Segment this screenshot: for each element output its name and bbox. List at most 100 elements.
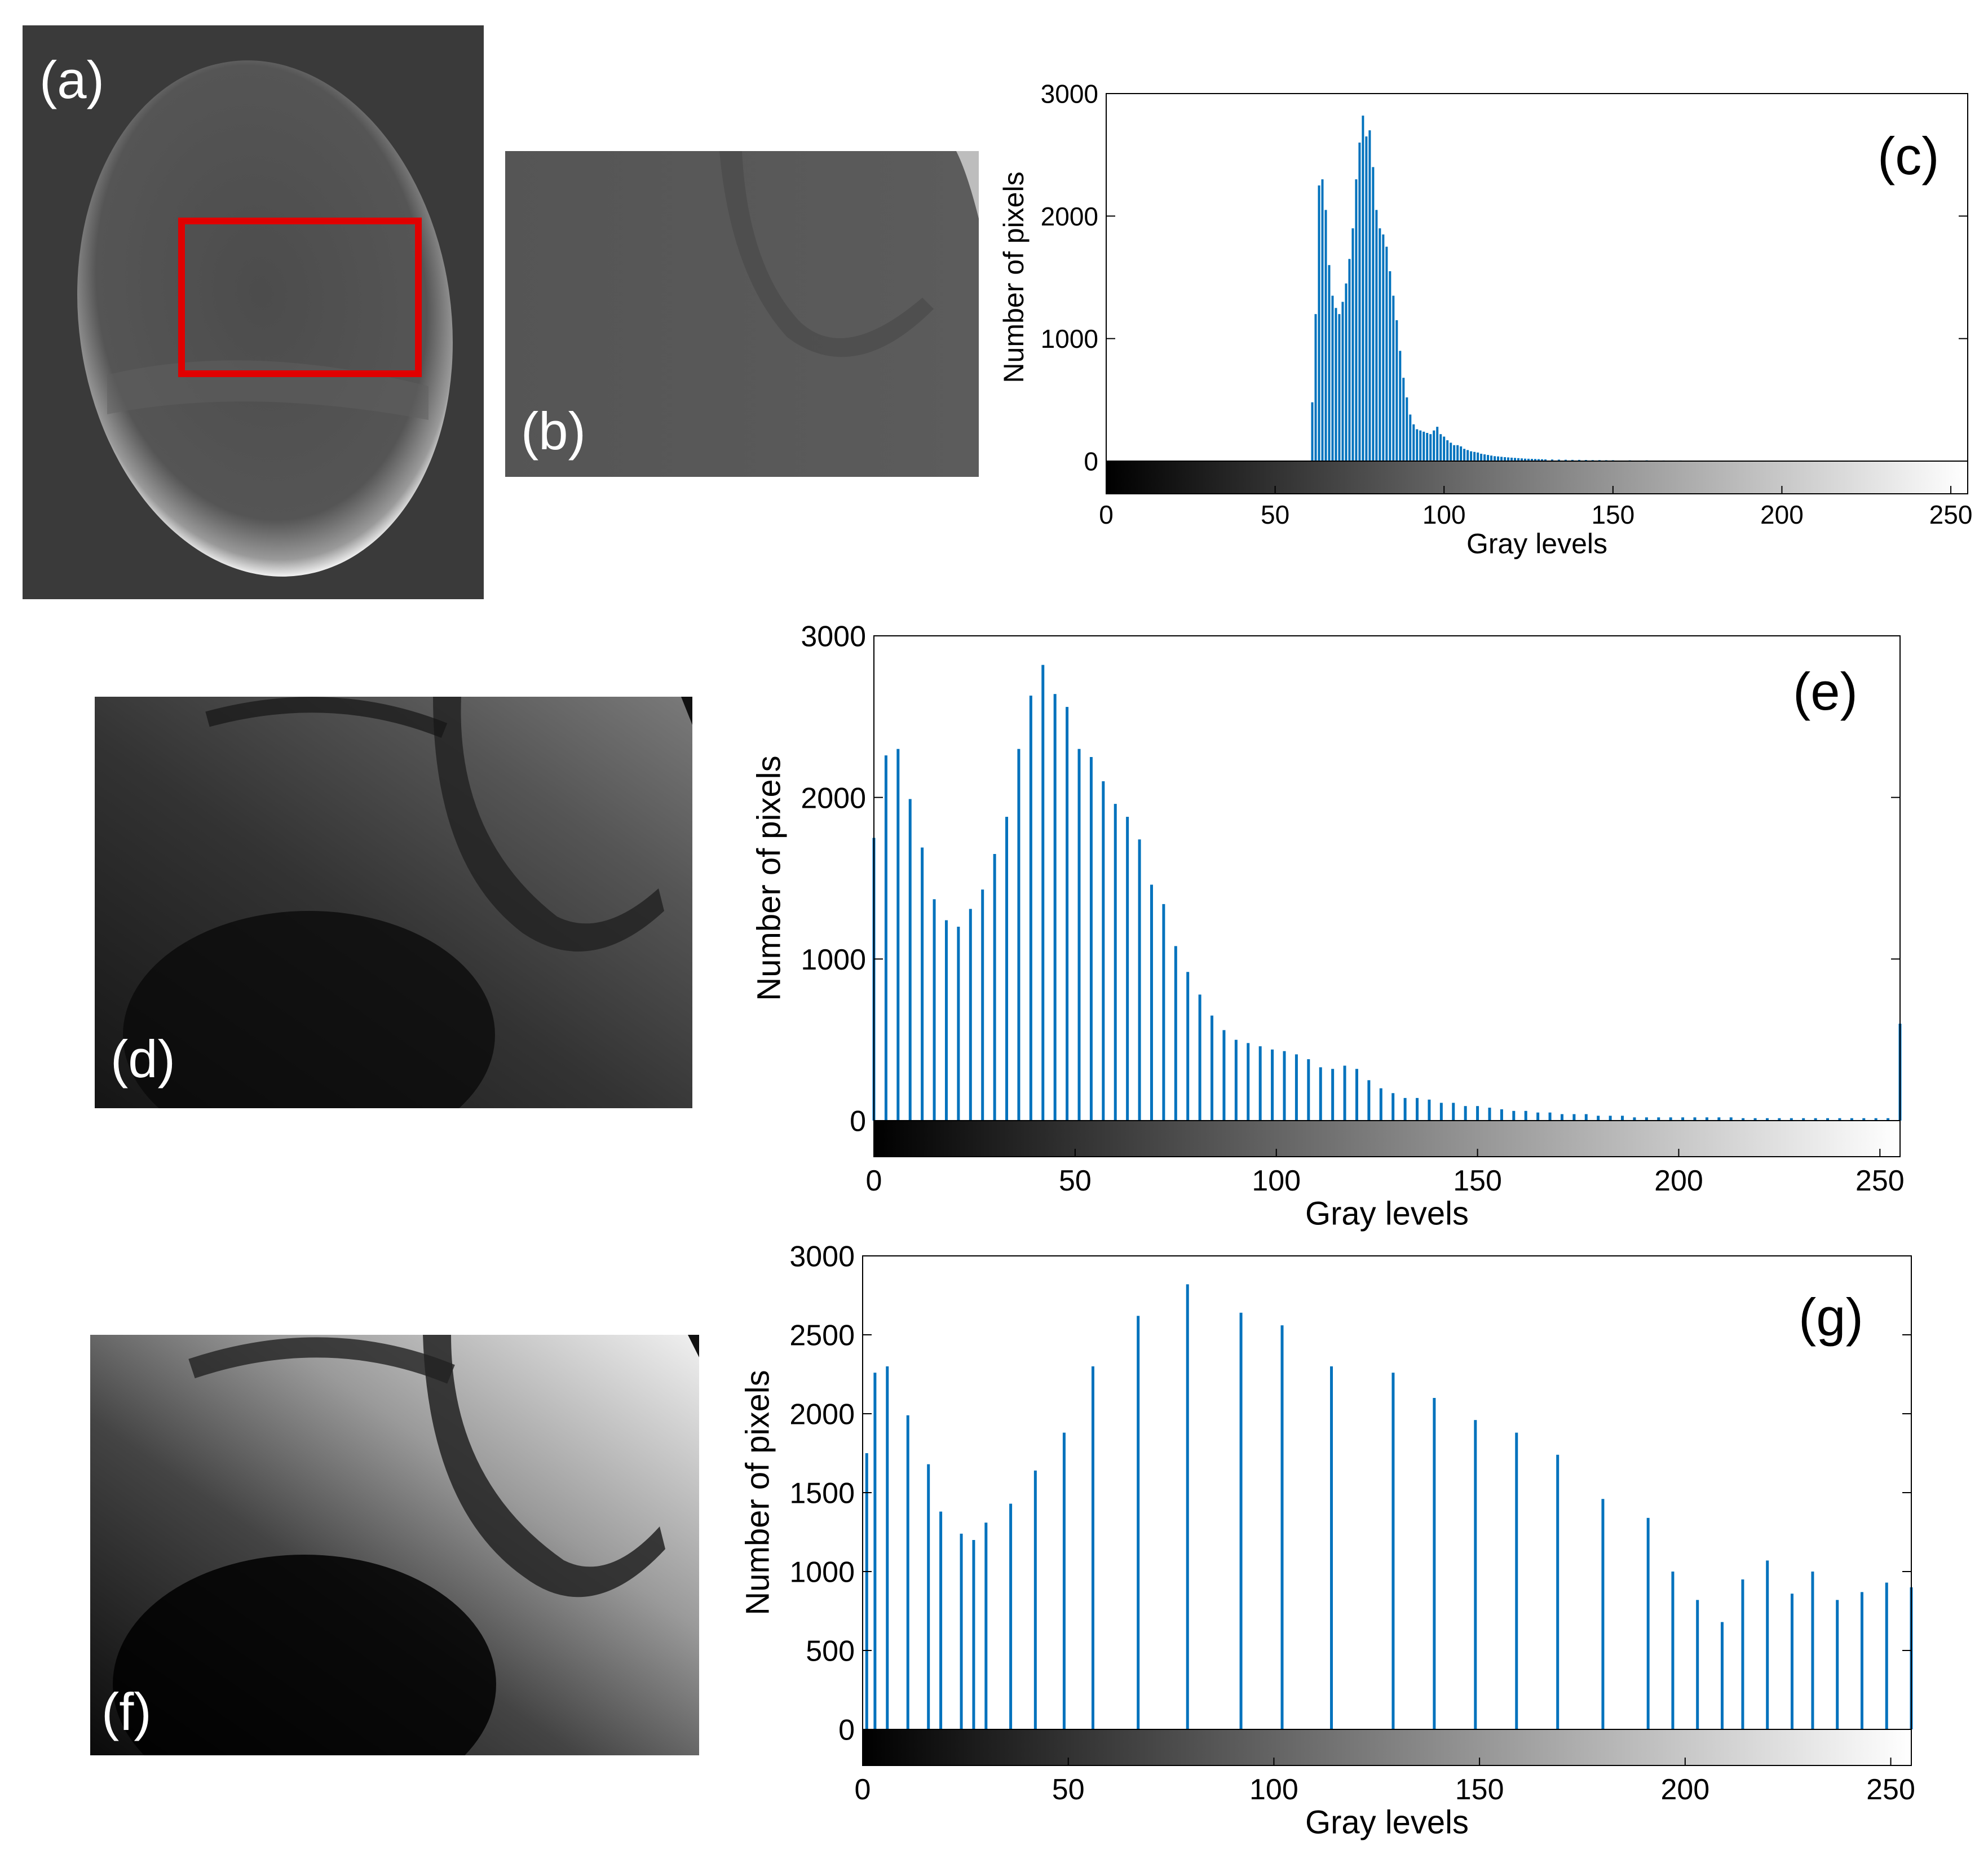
histogram-bar	[908, 799, 912, 1121]
histogram-bar	[1222, 1030, 1226, 1121]
histogram-bar	[1335, 308, 1337, 461]
gray-colorbar	[863, 1729, 1911, 1765]
histogram-bar	[1005, 817, 1009, 1121]
histogram-bar	[1428, 1099, 1431, 1121]
histogram-bar	[1358, 142, 1361, 461]
histogram-bar	[933, 899, 936, 1121]
histogram-bar	[1802, 1118, 1805, 1121]
histogram-bar	[1439, 1103, 1443, 1121]
histogram-bar	[1669, 1117, 1672, 1121]
histogram-bar	[1536, 1112, 1540, 1121]
histogram-bar	[1571, 459, 1574, 461]
histogram-bar	[1540, 459, 1543, 461]
histogram-bar	[1066, 707, 1069, 1121]
histogram-bar	[1534, 459, 1537, 461]
y-tick-label: 2000	[789, 1399, 855, 1431]
x-tick-label: 50	[1052, 1773, 1085, 1806]
y-tick-label: 2000	[1041, 202, 1098, 231]
histogram-bar	[1537, 459, 1540, 461]
y-tick-label: 1000	[801, 944, 866, 976]
histogram-bar	[1671, 1572, 1675, 1729]
histogram-bar	[1811, 1572, 1814, 1729]
histogram-bar	[1351, 228, 1354, 461]
histogram-bar	[1720, 1622, 1724, 1729]
gray-colorbar	[874, 1121, 1900, 1157]
histogram-chart-e: 0 1000 2000 3000 0 50 100 150 200 250 Gray levels N…	[751, 621, 1905, 1232]
histogram-bar	[1436, 427, 1439, 461]
x-tick-label: 150	[1453, 1165, 1502, 1197]
histogram-bar	[1174, 946, 1177, 1121]
x-tick-label: 100	[1252, 1165, 1301, 1197]
histogram-bar	[1017, 749, 1020, 1121]
histogram-bar	[960, 1533, 963, 1729]
histogram-bar	[1500, 1109, 1503, 1121]
histogram-bar	[1874, 1118, 1877, 1121]
histogram-bar	[1331, 295, 1334, 461]
y-tick-label: 1000	[1041, 324, 1098, 353]
histogram-bar	[1324, 210, 1327, 461]
histogram-bar	[1391, 1373, 1395, 1729]
histogram-bar	[1318, 185, 1320, 461]
x-tick-label: 100	[1249, 1773, 1298, 1806]
histogram-bar	[873, 1373, 877, 1729]
histogram-bar	[1452, 1103, 1455, 1121]
x-tick-label: 100	[1422, 500, 1466, 529]
histogram-bar	[1368, 130, 1371, 461]
panel-label-e: (e)	[1793, 662, 1858, 721]
histogram-bar	[1504, 457, 1507, 461]
histogram-bar	[969, 909, 972, 1121]
histogram-bar	[1391, 1093, 1395, 1121]
y-tick-label: 0	[850, 1105, 866, 1138]
histogram-bar	[1062, 1432, 1066, 1729]
histogram-bar	[1041, 665, 1045, 1121]
histogram-bar	[1814, 1118, 1817, 1121]
histogram-bar	[1564, 459, 1567, 461]
histogram-bar	[1162, 904, 1165, 1121]
histogram-bar	[1477, 452, 1479, 461]
histogram-bar	[1426, 433, 1429, 461]
histogram-bar	[921, 847, 924, 1121]
histogram-bar	[865, 1453, 868, 1729]
histogram-bar	[1412, 424, 1415, 461]
histogram-bar	[1367, 1080, 1371, 1121]
histogram-bar	[1456, 445, 1459, 461]
y-tick-label: 1000	[789, 1556, 855, 1589]
histogram-bar	[1862, 1118, 1866, 1121]
histogram-bar	[1778, 1118, 1781, 1121]
histogram-bar	[1681, 1117, 1685, 1121]
x-tick-label: 250	[1929, 500, 1973, 529]
histogram-bar	[1138, 839, 1141, 1121]
histogram-bar	[1510, 457, 1513, 461]
histogram-bar	[1483, 454, 1486, 461]
histogram-bar	[1402, 378, 1405, 461]
histogram-bar	[1271, 1049, 1274, 1121]
histogram-bar	[1343, 1065, 1346, 1121]
histogram-bar	[1476, 1106, 1479, 1121]
histogram-bar	[1389, 271, 1391, 461]
histogram-bar	[1657, 1117, 1660, 1121]
panel-b-image	[505, 151, 979, 477]
histogram-bar	[1473, 452, 1476, 461]
histogram-bar	[1790, 1594, 1793, 1729]
histogram-bar	[1450, 442, 1452, 461]
y-axis-label: Number of pixels	[740, 1370, 776, 1615]
histogram-bar	[1696, 1600, 1699, 1729]
histogram-bar	[1341, 302, 1344, 461]
x-tick-label: 0	[1099, 500, 1114, 529]
axes-frame	[873, 635, 1901, 1157]
histogram-bar	[944, 920, 948, 1121]
x-tick-label: 200	[1660, 1773, 1709, 1806]
histogram-bar	[1137, 1316, 1140, 1729]
histogram-bar	[1717, 1117, 1721, 1121]
histogram-bar	[981, 889, 984, 1121]
axes-frame	[1106, 93, 1968, 494]
histogram-bar	[1572, 1114, 1576, 1121]
histogram-bar	[1439, 434, 1442, 461]
y-tick-label: 1500	[789, 1477, 855, 1510]
histogram-bar	[1409, 414, 1412, 461]
histogram-bar	[1515, 1432, 1518, 1729]
histogram-bar	[1258, 1046, 1262, 1121]
histogram-bar	[1597, 1116, 1600, 1121]
histogram-bar	[1395, 320, 1398, 461]
